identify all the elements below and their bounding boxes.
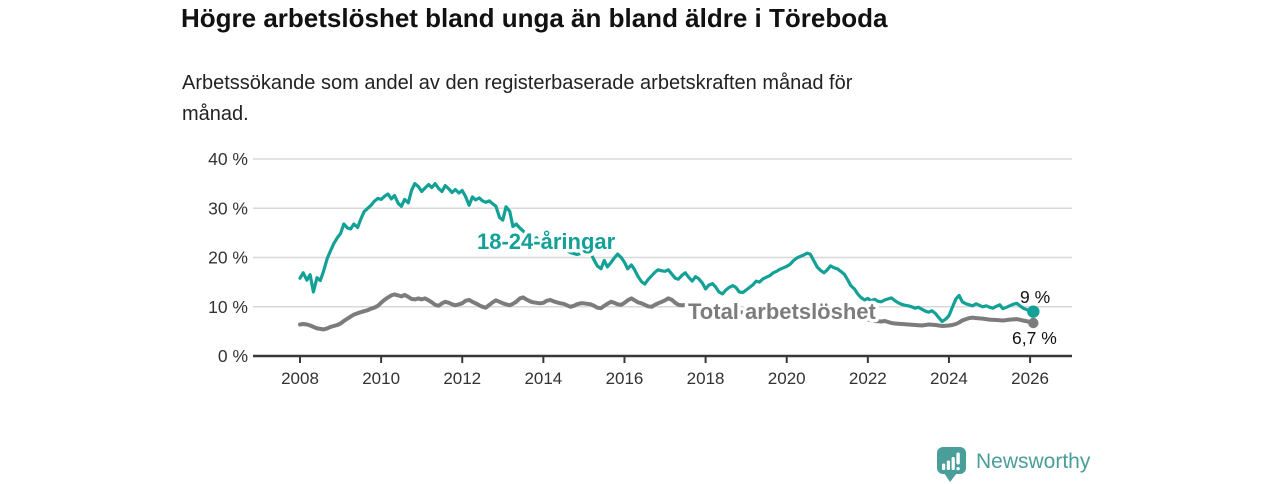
x-tick-label: 2018 (687, 369, 725, 388)
series-label-young: 18-24-åringar (477, 229, 616, 254)
y-tick-label: 0 % (218, 346, 248, 366)
y-tick-label: 10 % (208, 297, 248, 317)
series-line-young (298, 182, 1035, 324)
series-line-total (298, 292, 1036, 332)
x-tick-label: 2010 (362, 369, 400, 388)
newsworthy-logo-icon (937, 447, 966, 482)
series-end-dot-young (1027, 305, 1040, 318)
series-label-total: Total arbetslöshet (688, 299, 877, 324)
chart-subtitle: Arbetssökande som andel av den registerb… (182, 72, 853, 125)
brand-name: Newsworthy (976, 450, 1091, 473)
series-end-dot-total (1028, 317, 1039, 329)
y-tick-label: 30 % (208, 198, 248, 218)
series-end-label-total: 6,7 % (1012, 328, 1057, 348)
series-end-label-young: 9 % (1020, 287, 1050, 307)
x-tick-label: 2008 (281, 369, 319, 388)
x-tick-label: 2022 (849, 369, 887, 388)
page-title: Högre arbetslöshet bland unga än bland ä… (181, 3, 888, 33)
y-tick-label: 20 % (208, 248, 248, 268)
x-tick-label: 2026 (1011, 369, 1049, 388)
x-tick-label: 2012 (443, 369, 481, 388)
y-tick-label: 40 % (208, 149, 248, 169)
newsworthy-brand-link[interactable]: Newsworthy (936, 446, 1090, 484)
x-tick-label: 2014 (524, 369, 562, 388)
x-tick-label: 2024 (930, 369, 968, 388)
x-tick-label: 2020 (768, 369, 806, 388)
x-tick-label: 2016 (606, 369, 644, 388)
